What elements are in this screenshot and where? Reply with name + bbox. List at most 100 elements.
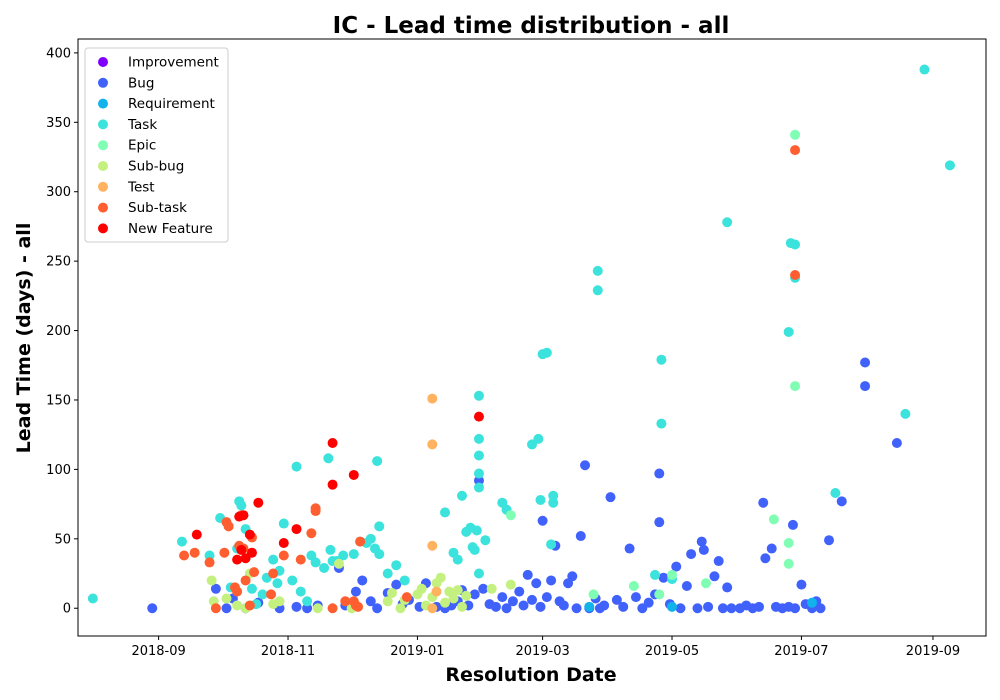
data-point	[699, 545, 709, 555]
data-point	[807, 598, 817, 608]
data-point	[279, 550, 289, 560]
data-point	[584, 602, 594, 612]
data-point	[790, 270, 800, 280]
data-point	[697, 537, 707, 547]
data-point	[272, 578, 282, 588]
legend-marker	[98, 140, 108, 150]
data-point	[236, 500, 246, 510]
data-point	[453, 555, 463, 565]
data-point	[572, 603, 582, 613]
data-point	[654, 469, 664, 479]
legend-marker	[98, 99, 108, 109]
data-point	[667, 602, 677, 612]
data-point	[296, 587, 306, 597]
data-point	[474, 434, 484, 444]
data-point	[323, 453, 333, 463]
data-point	[325, 545, 335, 555]
data-point	[253, 498, 263, 508]
data-point	[351, 587, 361, 597]
legend-label: Sub-task	[128, 200, 187, 216]
data-point	[366, 534, 376, 544]
data-point	[625, 544, 635, 554]
data-point	[427, 439, 437, 449]
legend-marker	[98, 78, 108, 88]
y-axis: 050100150200250300350400	[46, 46, 78, 616]
data-point	[644, 598, 654, 608]
data-point	[506, 510, 516, 520]
data-point	[703, 602, 713, 612]
data-point	[266, 589, 276, 599]
data-point	[219, 548, 229, 558]
data-point	[760, 553, 770, 563]
x-axis: 2018-09 2018-11 2019-01 2019-03 2019-05 2019-…	[131, 636, 960, 659]
x-tick-label: 2018-09	[131, 644, 185, 659]
data-point	[860, 357, 870, 367]
x-tick-label: 2019-07	[774, 644, 828, 659]
chart-title: IC - Lead time distribution - all	[333, 13, 730, 39]
data-point	[599, 600, 609, 610]
data-point	[576, 531, 586, 541]
legend-marker	[98, 182, 108, 192]
data-point	[676, 603, 686, 613]
data-point	[211, 603, 221, 613]
data-point	[535, 495, 545, 505]
data-point	[470, 545, 480, 555]
data-point	[480, 535, 490, 545]
data-point	[245, 530, 255, 540]
legend-marker	[98, 223, 108, 233]
data-point	[328, 438, 338, 448]
data-point	[618, 602, 628, 612]
data-point	[548, 498, 558, 508]
data-point	[353, 602, 363, 612]
data-point	[238, 510, 248, 520]
data-point	[788, 520, 798, 530]
data-point	[279, 538, 289, 548]
data-point	[374, 549, 384, 559]
data-point	[650, 570, 660, 580]
data-point	[589, 589, 599, 599]
legend-marker	[98, 203, 108, 213]
data-point	[824, 535, 834, 545]
data-point	[523, 570, 533, 580]
data-point	[296, 555, 306, 565]
data-point	[722, 217, 732, 227]
data-point	[790, 381, 800, 391]
data-point	[232, 555, 242, 565]
data-point	[319, 563, 329, 573]
y-tick-label: 0	[63, 602, 71, 617]
data-point	[816, 603, 826, 613]
y-tick-label: 300	[46, 185, 71, 200]
data-point	[656, 355, 666, 365]
data-point	[292, 602, 302, 612]
data-point	[247, 548, 257, 558]
data-point	[709, 571, 719, 581]
data-point	[391, 560, 401, 570]
data-point	[457, 602, 467, 612]
data-point	[837, 496, 847, 506]
data-point	[147, 603, 157, 613]
data-point	[357, 575, 367, 585]
data-point	[275, 596, 285, 606]
data-point	[790, 239, 800, 249]
data-point	[427, 541, 437, 551]
data-point	[205, 557, 215, 567]
y-tick-label: 50	[54, 532, 71, 547]
data-point	[192, 530, 202, 540]
data-point	[692, 603, 702, 613]
data-point	[593, 266, 603, 276]
data-point	[754, 602, 764, 612]
y-axis-label: Lead Time (days) - all	[13, 223, 35, 454]
data-point	[355, 537, 365, 547]
x-tick-label: 2019-01	[390, 644, 444, 659]
data-point	[427, 603, 437, 613]
data-point	[654, 589, 664, 599]
data-point	[519, 600, 529, 610]
data-point	[190, 548, 200, 558]
data-point	[593, 285, 603, 295]
data-point	[474, 451, 484, 461]
data-point	[790, 145, 800, 155]
y-tick-label: 150	[46, 393, 71, 408]
data-point	[177, 537, 187, 547]
data-point	[631, 592, 641, 602]
